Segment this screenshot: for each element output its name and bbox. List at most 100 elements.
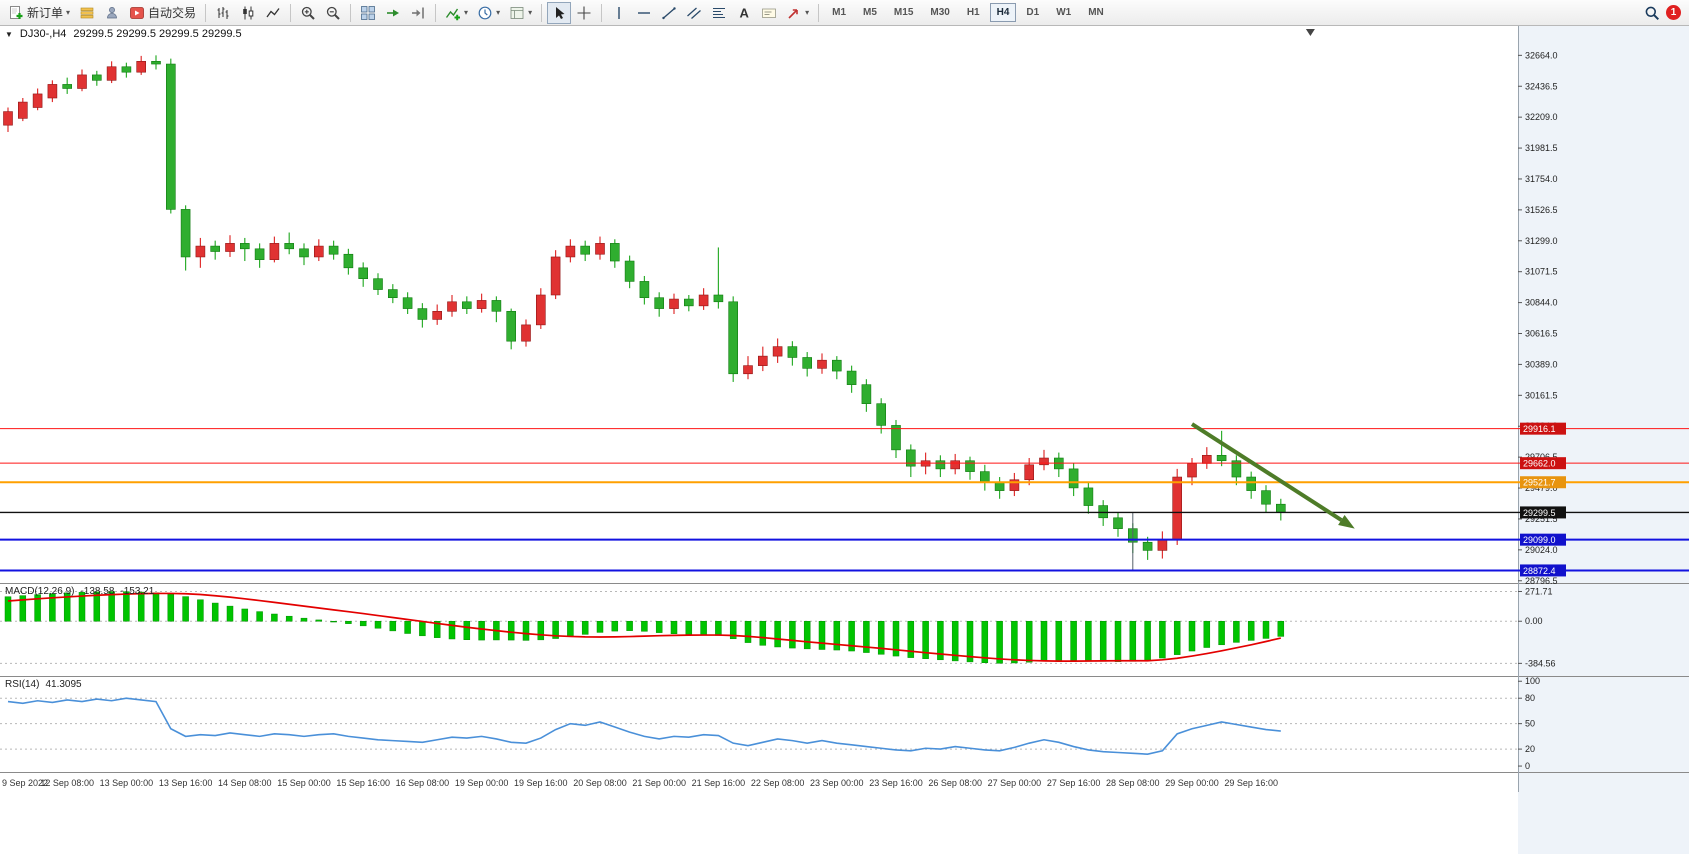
candle-body [461,301,472,309]
candle-body [328,245,339,255]
candle-body [876,403,887,426]
timeframe-d1[interactable]: D1 [1019,3,1046,22]
indicator-scales: 271.71 0.00 -384.56 100 80 50 20 0 [1518,586,1556,771]
macd-bar [789,620,796,649]
price-tick-label: 32664.0 [1525,50,1558,60]
macd-bar [611,620,619,632]
time-label: 13 Sep 00:00 [100,778,154,788]
new-order-icon [10,5,23,19]
candle-body [210,245,220,252]
toolbar-separator [205,3,207,22]
candle-body [1276,503,1286,513]
time-label: 9 Sep 2022 [2,778,48,788]
fibonacci-icon [713,7,726,18]
new-order-button[interactable]: 新订单 ▾ [4,2,74,24]
rsi-scale-label: 100 [1525,676,1540,686]
macd-bar [478,620,485,641]
indicators-button[interactable]: ▾ [441,2,472,24]
line-chart-button[interactable] [261,2,285,24]
trendline-tool[interactable] [657,2,681,24]
horizontal-line-tool[interactable] [632,2,656,24]
candle-body [106,66,117,81]
candle-body [269,243,280,260]
macd-bar [581,620,589,635]
text-icon: A [740,5,750,20]
candle-body [580,245,591,255]
autotrading-button[interactable]: 自动交易 [125,2,200,24]
periods-button[interactable]: ▾ [473,2,504,24]
cursor-button[interactable] [547,1,572,24]
text-label-tool[interactable] [757,2,781,24]
macd-bar [715,620,722,636]
search-icon[interactable] [1644,5,1660,21]
market-depth-button[interactable] [75,2,99,24]
rsi-line [7,697,1281,755]
macd-bar [1129,620,1137,662]
macd-bar [345,620,352,624]
price-tick-label: 30161.5 [1525,390,1558,400]
auto-scroll-button[interactable] [381,2,405,24]
macd-bar [1277,620,1285,637]
candle-body [491,300,502,312]
profiles-button[interactable] [100,2,124,24]
time-label: 15 Sep 00:00 [277,778,331,788]
symbol-dropdown-icon[interactable]: ▼ [5,29,13,39]
candlestick-chart-button[interactable] [236,2,260,24]
macd-bar [330,620,337,623]
clock-icon [478,6,492,19]
fibonacci-tool[interactable] [707,2,731,24]
zoom-in-button[interactable] [296,2,320,24]
price-tick-label: 29706.5 [1525,452,1558,462]
indicators-icon [445,8,461,20]
bar-chart-button[interactable] [211,2,235,24]
chart-shift-button[interactable] [406,2,430,24]
macd-main-value: -138.58 [80,586,115,597]
time-label: 28 Sep 08:00 [1106,778,1160,788]
text-tool[interactable]: A [732,2,756,24]
candle-body [757,355,768,366]
arrows-tool[interactable]: ▾ [782,2,813,24]
vertical-line-tool[interactable] [607,2,631,24]
candle-body [787,346,798,358]
timeframe-h4[interactable]: H4 [989,3,1017,22]
timeframe-m30[interactable]: M30 [923,3,956,22]
candle-body [1024,464,1034,481]
price-label-box [1520,564,1566,577]
timeframe-mn[interactable]: MN [1081,3,1111,22]
timeframe-m1[interactable]: M1 [825,3,853,22]
price-tick-label: 30389.0 [1525,359,1558,369]
dropdown-caret: ▾ [66,7,71,17]
toolbar-separator [601,3,603,22]
macd-bar [1159,620,1166,659]
price-tick-label: 31526.5 [1525,205,1558,215]
candle-body [1142,541,1153,551]
chart-canvas[interactable]: 32664.0 32436.5 32209.0 31981.5 31754.0 31526… [0,26,1689,854]
price-tick-label: 31299.0 [1525,236,1558,246]
timeframe-m5[interactable]: M5 [856,3,884,22]
tile-windows-button[interactable] [356,2,380,24]
templates-button[interactable]: ▾ [505,2,536,24]
auto-scroll-icon [387,9,400,16]
candle-body [565,245,576,258]
timeframe-w1[interactable]: W1 [1049,3,1078,22]
macd-bar [1114,620,1122,662]
macd-bar [374,620,382,629]
autotrading-label: 自动交易 [148,6,197,20]
candle-body [1231,460,1242,478]
channel-tool[interactable] [682,2,706,24]
time-label: 12 Sep 08:00 [40,778,94,788]
time-label: 29 Sep 00:00 [1165,778,1219,788]
time-label: 26 Sep 08:00 [928,778,982,788]
crosshair-button[interactable] [572,2,596,24]
candle-body [1039,457,1049,466]
zoom-out-button[interactable] [321,2,345,24]
macd-bar [271,613,278,622]
profiles-icon [107,6,117,18]
candle-body [77,74,87,89]
macd-bar [1247,620,1255,641]
timeframe-m15[interactable]: M15 [887,3,920,22]
timeframe-h1[interactable]: H1 [960,3,987,22]
zoom-in-icon [301,6,315,20]
notification-badge[interactable]: 1 [1666,5,1681,20]
rsi-pane [7,697,1281,755]
